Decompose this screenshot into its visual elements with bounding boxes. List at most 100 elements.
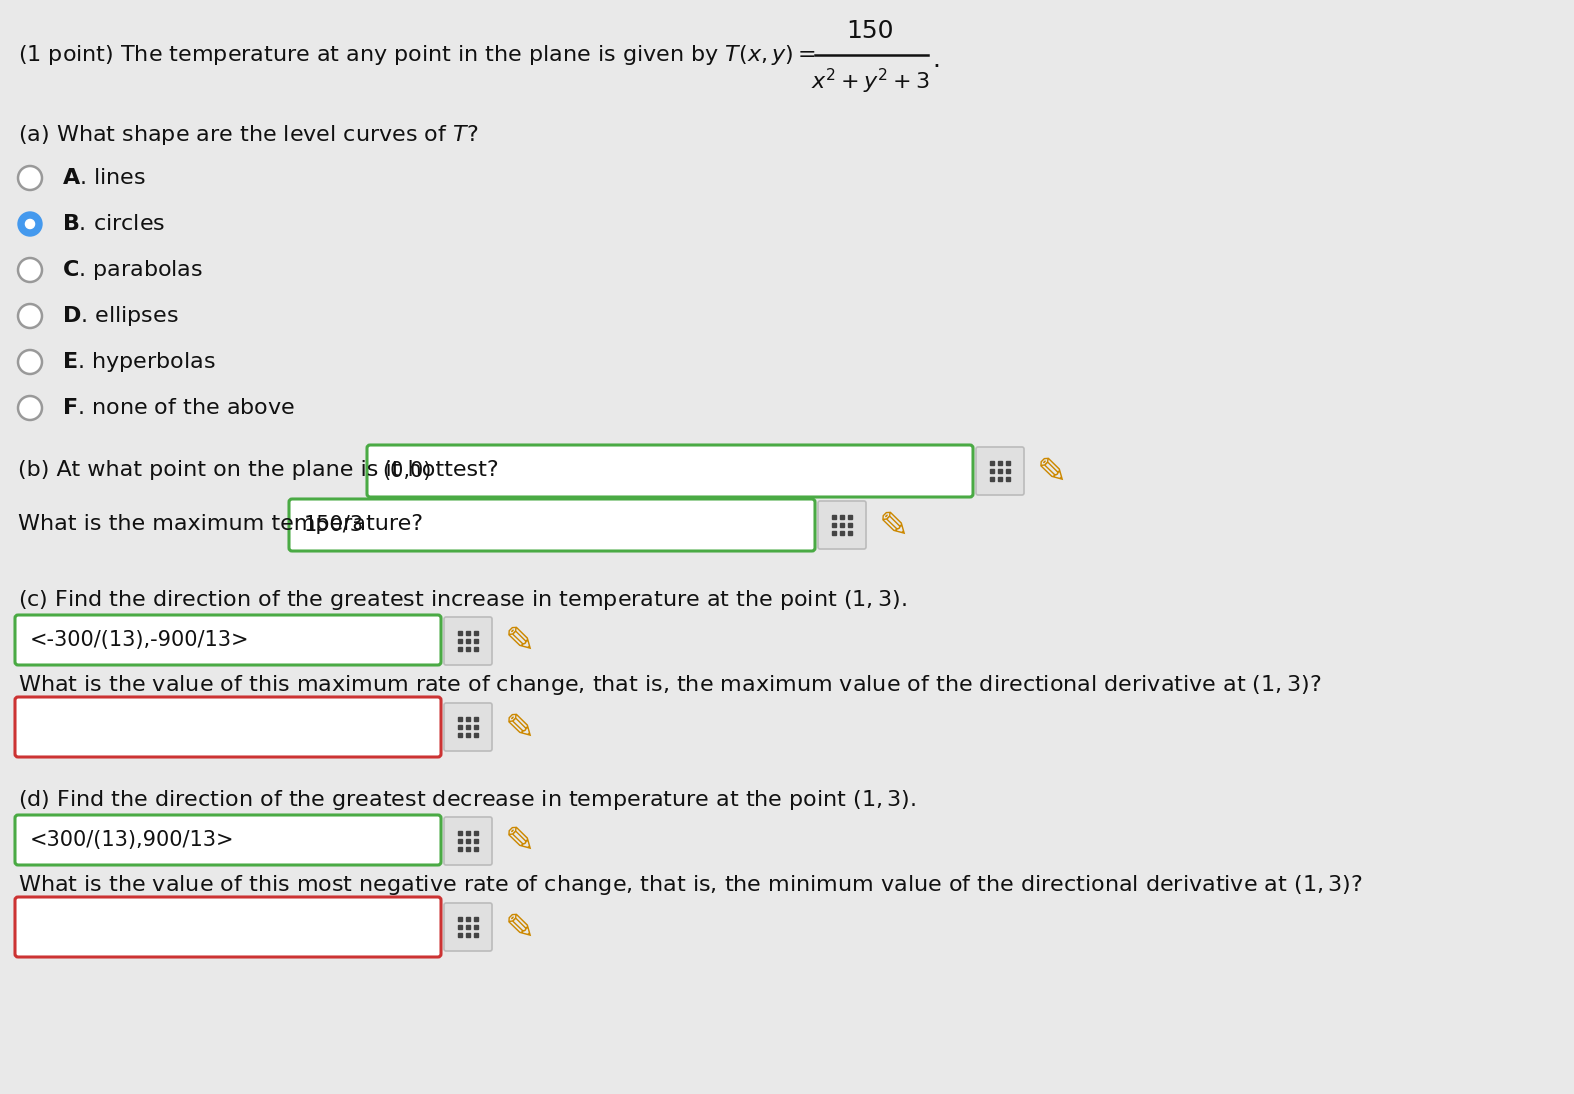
Bar bbox=[990, 461, 995, 465]
Circle shape bbox=[17, 166, 42, 190]
Bar bbox=[1006, 477, 1011, 481]
Bar bbox=[458, 733, 463, 737]
Text: .: . bbox=[932, 48, 940, 72]
Bar bbox=[998, 469, 1003, 473]
Text: $\bf{A}$. lines: $\bf{A}$. lines bbox=[61, 168, 146, 188]
Circle shape bbox=[17, 396, 42, 420]
Bar bbox=[474, 631, 478, 635]
FancyBboxPatch shape bbox=[367, 445, 973, 497]
Bar bbox=[474, 926, 478, 929]
Bar bbox=[990, 469, 995, 473]
FancyBboxPatch shape bbox=[290, 499, 815, 551]
Bar bbox=[466, 631, 471, 635]
Text: $\bf{E}$. hyperbolas: $\bf{E}$. hyperbolas bbox=[61, 350, 216, 374]
Bar bbox=[474, 933, 478, 936]
Text: $\bf{D}$. ellipses: $\bf{D}$. ellipses bbox=[61, 304, 179, 328]
FancyBboxPatch shape bbox=[16, 897, 441, 957]
FancyBboxPatch shape bbox=[444, 617, 493, 665]
Bar bbox=[848, 531, 852, 535]
Bar bbox=[848, 515, 852, 519]
Bar bbox=[1006, 469, 1011, 473]
Bar bbox=[474, 717, 478, 721]
FancyBboxPatch shape bbox=[16, 697, 441, 757]
Text: <-300/(13),-900/13>: <-300/(13),-900/13> bbox=[30, 630, 250, 650]
Bar bbox=[458, 725, 463, 729]
FancyBboxPatch shape bbox=[444, 703, 493, 750]
Bar bbox=[474, 839, 478, 843]
Text: What is the maximum temperature?: What is the maximum temperature? bbox=[17, 514, 423, 534]
Text: $x^2 + y^2 + 3$: $x^2 + y^2 + 3$ bbox=[811, 67, 929, 95]
Bar bbox=[474, 725, 478, 729]
Bar bbox=[466, 639, 471, 643]
Bar bbox=[474, 639, 478, 643]
Bar bbox=[458, 647, 463, 651]
Bar bbox=[474, 917, 478, 921]
Text: (0,0): (0,0) bbox=[382, 461, 431, 481]
Bar bbox=[466, 831, 471, 835]
Text: (d) Find the direction of the greatest decrease in temperature at the point $(1,: (d) Find the direction of the greatest d… bbox=[17, 788, 916, 812]
Text: What is the value of this maximum rate of change, that is, the maximum value of : What is the value of this maximum rate o… bbox=[17, 673, 1321, 697]
Bar bbox=[466, 733, 471, 737]
Bar bbox=[458, 917, 463, 921]
Text: $\bf{B}$. circles: $\bf{B}$. circles bbox=[61, 214, 165, 234]
Text: (1 point) The temperature at any point in the plane is given by $T(x, y) =$: (1 point) The temperature at any point i… bbox=[17, 43, 815, 67]
Bar bbox=[474, 733, 478, 737]
Text: ✎: ✎ bbox=[1037, 456, 1067, 490]
Bar bbox=[458, 847, 463, 851]
FancyBboxPatch shape bbox=[16, 815, 441, 865]
Text: (c) Find the direction of the greatest increase in temperature at the point $(1,: (c) Find the direction of the greatest i… bbox=[17, 587, 907, 612]
Bar bbox=[466, 717, 471, 721]
Text: 150/3: 150/3 bbox=[304, 515, 364, 535]
FancyBboxPatch shape bbox=[444, 817, 493, 865]
Bar bbox=[466, 847, 471, 851]
FancyBboxPatch shape bbox=[818, 501, 866, 549]
Text: ✎: ✎ bbox=[505, 825, 535, 859]
Bar bbox=[848, 523, 852, 527]
Circle shape bbox=[17, 304, 42, 328]
Bar bbox=[466, 933, 471, 936]
Bar bbox=[458, 631, 463, 635]
Bar bbox=[833, 523, 836, 527]
Bar bbox=[474, 847, 478, 851]
Bar bbox=[458, 831, 463, 835]
Bar bbox=[1006, 461, 1011, 465]
Circle shape bbox=[17, 258, 42, 282]
Text: (a) What shape are the level curves of $T$?: (a) What shape are the level curves of $… bbox=[17, 123, 478, 147]
Bar bbox=[841, 523, 844, 527]
Text: ✎: ✎ bbox=[505, 912, 535, 946]
Text: (b) At what point on the plane is it hottest?: (b) At what point on the plane is it hot… bbox=[17, 459, 499, 480]
Bar bbox=[474, 831, 478, 835]
Text: What is the value of this most negative rate of change, that is, the minimum val: What is the value of this most negative … bbox=[17, 873, 1363, 897]
Bar bbox=[458, 839, 463, 843]
Bar bbox=[833, 515, 836, 519]
Circle shape bbox=[25, 220, 35, 229]
Bar bbox=[466, 725, 471, 729]
Bar bbox=[458, 717, 463, 721]
FancyBboxPatch shape bbox=[976, 447, 1025, 494]
Bar bbox=[841, 531, 844, 535]
Bar bbox=[841, 515, 844, 519]
Text: ✎: ✎ bbox=[505, 712, 535, 746]
Text: $\bf{F}$. none of the above: $\bf{F}$. none of the above bbox=[61, 398, 294, 418]
Bar bbox=[990, 477, 995, 481]
Bar bbox=[998, 461, 1003, 465]
Bar bbox=[998, 477, 1003, 481]
Text: <300/(13),900/13>: <300/(13),900/13> bbox=[30, 830, 235, 850]
Circle shape bbox=[17, 350, 42, 374]
Bar bbox=[466, 926, 471, 929]
Text: 150: 150 bbox=[847, 19, 894, 43]
FancyBboxPatch shape bbox=[444, 903, 493, 951]
Circle shape bbox=[17, 212, 42, 236]
Text: ✎: ✎ bbox=[878, 510, 910, 544]
Bar bbox=[458, 639, 463, 643]
Text: ✎: ✎ bbox=[505, 625, 535, 659]
FancyBboxPatch shape bbox=[16, 615, 441, 665]
Bar bbox=[474, 647, 478, 651]
Text: $\bf{C}$. parabolas: $\bf{C}$. parabolas bbox=[61, 258, 203, 282]
Bar bbox=[458, 926, 463, 929]
Bar bbox=[458, 933, 463, 936]
Bar bbox=[466, 917, 471, 921]
Bar bbox=[466, 647, 471, 651]
Bar bbox=[833, 531, 836, 535]
Bar bbox=[466, 839, 471, 843]
